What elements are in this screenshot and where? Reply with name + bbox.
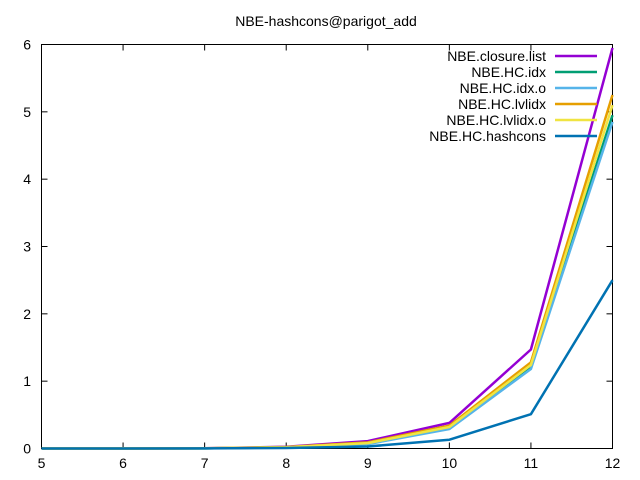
legend-label: NBE.HC.idx.o	[460, 80, 547, 96]
x-tick-label: 7	[201, 455, 209, 471]
legend-label: NBE.HC.lvlidx	[458, 96, 546, 112]
y-tick-label: 0	[23, 441, 31, 457]
series-line-4	[41, 104, 614, 450]
legend-label: NBE.HC.hashcons	[429, 128, 546, 144]
x-tick-label: 9	[364, 455, 372, 471]
x-tick-label: 11	[524, 455, 539, 471]
series-line-2	[41, 121, 614, 450]
legend-label: NBE.HC.idx	[471, 64, 546, 80]
series-line-5	[41, 279, 614, 450]
y-tick-label: 4	[23, 171, 31, 187]
chart-title: NBE-hashcons@parigot_add	[235, 13, 417, 29]
legend: NBE.closure.listNBE.HC.idxNBE.HC.idx.oNB…	[429, 48, 597, 144]
y-tick-label: 2	[23, 306, 31, 322]
series-group	[41, 47, 614, 450]
x-tick-label: 12	[605, 455, 621, 471]
y-tick-label: 5	[23, 104, 31, 120]
legend-label: NBE.closure.list	[447, 48, 546, 64]
y-tick-label: 3	[23, 239, 31, 255]
x-tick-label: 6	[119, 455, 127, 471]
legend-label: NBE.HC.lvlidx.o	[446, 112, 546, 128]
y-tick-label: 1	[23, 373, 31, 389]
x-tick-label: 10	[442, 455, 458, 471]
y-tick-label: 6	[23, 37, 31, 53]
x-tick-label: 5	[38, 455, 46, 471]
series-line-3	[41, 94, 614, 450]
x-tick-label: 8	[282, 455, 290, 471]
series-line-1	[41, 114, 614, 450]
